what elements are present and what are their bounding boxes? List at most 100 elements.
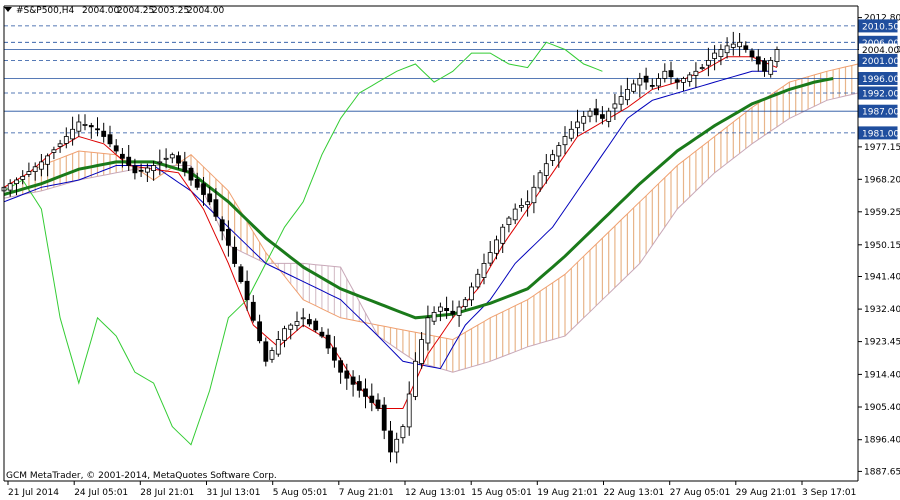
chart-menu-icon[interactable] bbox=[4, 7, 12, 12]
x-tick-label: 19 Aug 21:01 bbox=[537, 488, 598, 498]
candle-body bbox=[718, 49, 724, 57]
candle-body bbox=[631, 83, 636, 92]
candle-body bbox=[294, 321, 300, 326]
candle-body bbox=[593, 108, 599, 116]
ohlc-value: 2003.25 bbox=[152, 6, 189, 16]
candle-body bbox=[213, 199, 219, 217]
price-label: 1987.00 bbox=[862, 108, 899, 118]
candle-body bbox=[7, 183, 13, 191]
candle-body bbox=[749, 50, 755, 58]
price-label-box bbox=[858, 53, 898, 67]
candle-body bbox=[755, 56, 761, 65]
x-tick-label: 5 Aug 05:01 bbox=[273, 488, 328, 498]
candle-body bbox=[144, 167, 150, 173]
candle-body bbox=[282, 328, 287, 341]
candle-body bbox=[481, 262, 487, 278]
candle-body bbox=[475, 273, 481, 288]
candle-body bbox=[120, 153, 125, 159]
chart-title: #S&P500,H4 bbox=[16, 6, 75, 16]
candle-body bbox=[313, 320, 319, 331]
x-tick-label: 29 Aug 21:01 bbox=[736, 488, 797, 498]
candle-body bbox=[587, 110, 593, 117]
candle-body bbox=[57, 143, 63, 147]
y-tick-label: 1914.40 bbox=[864, 370, 900, 380]
candle-body bbox=[288, 324, 294, 330]
candle-body bbox=[76, 121, 82, 132]
candle-body bbox=[356, 381, 362, 391]
candle-body bbox=[768, 60, 774, 75]
candle-body bbox=[712, 52, 717, 59]
candle-body bbox=[88, 125, 94, 128]
ohlc-value: 2004.00 bbox=[187, 6, 224, 16]
candle-body bbox=[151, 165, 157, 171]
candle-body bbox=[500, 226, 506, 244]
candle-body bbox=[188, 167, 194, 181]
candle-body bbox=[300, 317, 306, 320]
y-tick-label: 2012.80 bbox=[864, 14, 900, 24]
candle-body bbox=[519, 204, 524, 208]
chikou-span-line bbox=[3, 41, 603, 446]
y-tick-label: 1887.65 bbox=[864, 467, 900, 477]
candle-body bbox=[244, 280, 250, 301]
price-labels: 2010.502006.002004.002001.001996.001992.… bbox=[858, 19, 899, 140]
candle-body bbox=[412, 360, 418, 397]
x-tick-label: 22 Aug 13:01 bbox=[604, 488, 665, 498]
candle-body bbox=[543, 163, 549, 176]
price-label: 2010.50 bbox=[862, 22, 899, 32]
candle-body bbox=[612, 103, 618, 109]
price-label-box bbox=[858, 86, 898, 100]
copyright-text: GCM MetaTrader, © 2001-2014, MetaQuotes … bbox=[6, 471, 277, 481]
y-tick-label: 1905.40 bbox=[864, 403, 900, 413]
candle-body bbox=[26, 171, 32, 175]
candle-body bbox=[550, 154, 555, 161]
x-tick-label: 27 Aug 05:01 bbox=[670, 488, 731, 498]
candle-body bbox=[39, 161, 44, 170]
candle-body bbox=[82, 124, 88, 126]
candle-body bbox=[762, 60, 767, 72]
x-tick-label: 3 Sep 17:01 bbox=[802, 488, 856, 498]
candle-body bbox=[375, 399, 381, 409]
candle-body bbox=[126, 156, 132, 166]
candle-body bbox=[562, 136, 568, 146]
candle-body bbox=[494, 239, 499, 254]
senkou-span-b bbox=[3, 92, 859, 373]
candle-body bbox=[531, 186, 537, 204]
candle-body bbox=[14, 179, 19, 184]
price-label-box bbox=[859, 43, 897, 56]
candle-body bbox=[575, 121, 580, 129]
candle-body bbox=[462, 299, 468, 307]
x-tick-label: 31 Jul 13:01 bbox=[207, 488, 261, 498]
candle-body bbox=[431, 311, 437, 322]
candle-body bbox=[537, 172, 543, 189]
senkou-span-a bbox=[3, 63, 859, 341]
candle-body bbox=[275, 339, 281, 355]
candle-body bbox=[70, 128, 75, 140]
candle-body bbox=[649, 85, 655, 87]
candle-body bbox=[238, 266, 244, 282]
candle-body bbox=[687, 74, 693, 82]
candle-body bbox=[643, 75, 649, 83]
candle-body bbox=[225, 228, 231, 246]
candle-body bbox=[637, 78, 643, 86]
y-tick-label: 1923.45 bbox=[864, 338, 900, 348]
candle-body bbox=[350, 376, 356, 385]
candle-body bbox=[512, 208, 518, 221]
candle-body bbox=[138, 169, 144, 172]
candle-body bbox=[20, 175, 26, 180]
y-tick-label: 1950.15 bbox=[864, 241, 900, 251]
candle-body bbox=[232, 246, 238, 264]
candle-body bbox=[568, 128, 574, 139]
price-label-box bbox=[858, 19, 898, 33]
candle-body bbox=[662, 70, 668, 79]
ohlc-value: 2004.25 bbox=[117, 6, 154, 16]
candle-body bbox=[338, 360, 344, 373]
candle-body bbox=[625, 89, 630, 101]
candle-body bbox=[344, 370, 350, 379]
candle-body bbox=[169, 154, 175, 159]
candle-body bbox=[182, 161, 188, 173]
candle-body bbox=[525, 201, 530, 205]
candle-body bbox=[444, 307, 450, 311]
candle-body bbox=[263, 341, 269, 362]
